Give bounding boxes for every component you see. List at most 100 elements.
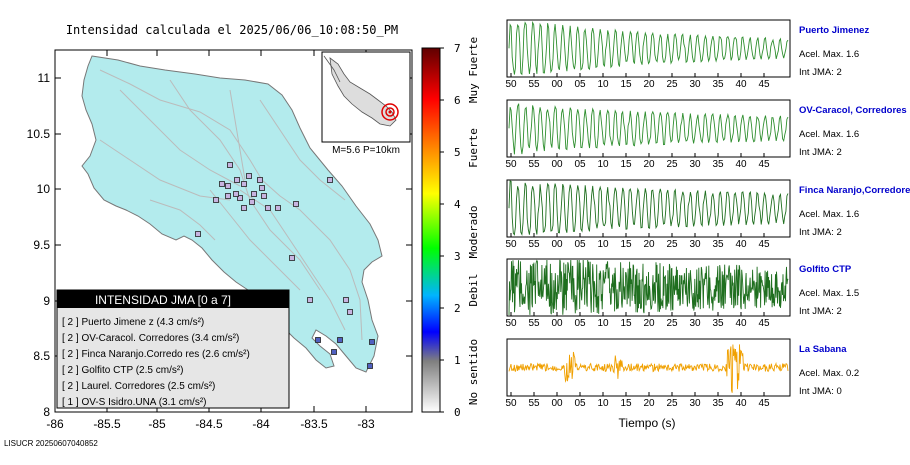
waveform-line xyxy=(508,344,789,393)
station-marker xyxy=(249,199,255,205)
time-tick-label: 40 xyxy=(735,79,747,90)
time-tick-label: 50 xyxy=(505,159,517,170)
time-tick-label: 15 xyxy=(620,398,632,409)
time-tick-label: 20 xyxy=(643,318,655,329)
time-tick-label: 15 xyxy=(620,79,632,90)
seismogram-panels: 50 55 00 05 10 15 20 25 30 35 40 45 Puerto Jimenez Ac… xyxy=(505,19,910,409)
station-marker xyxy=(225,183,231,189)
colorbar-category-label: Debil xyxy=(467,273,480,306)
station-marker xyxy=(251,191,257,197)
station-marker xyxy=(265,205,271,211)
lon-tick-label: -84.5 xyxy=(195,417,223,431)
station-marker xyxy=(259,185,265,191)
colorbar-category-label: Fuerte xyxy=(467,128,480,168)
latitude-axis: 11 10.5 10 9.5 9 8.5 8 xyxy=(27,71,412,419)
road-line xyxy=(149,199,216,241)
figure-title: Intensidad calculada el 2025/06/06_10:08… xyxy=(66,23,398,37)
station-marker xyxy=(331,349,337,355)
station-marker xyxy=(307,297,313,303)
time-tick-label: 55 xyxy=(528,239,540,250)
time-tick-label: 40 xyxy=(735,239,747,250)
colorbar-ticks: 0 1 2 3 4 5 6 7 xyxy=(440,42,461,419)
legend-item: [ 2 ] OV-Caracol. Corredores (3.4 cm/s²) xyxy=(62,333,239,344)
station-marker xyxy=(367,363,373,369)
road-line xyxy=(209,189,301,291)
time-tick-label: 05 xyxy=(574,159,586,170)
legend-item: [ 2 ] Golfito CTP (2.5 cm/s²) xyxy=(62,365,184,376)
station-marker xyxy=(289,255,295,261)
time-tick-label: 50 xyxy=(505,318,517,329)
time-tick-label: 50 xyxy=(505,79,517,90)
station-marker xyxy=(369,339,375,345)
station-name: Puerto Jimenez xyxy=(799,25,869,36)
time-tick-label: 50 xyxy=(505,398,517,409)
inset-map: M=5.6 P=10km xyxy=(321,51,411,156)
time-tick-label: 05 xyxy=(574,239,586,250)
time-tick-label: 15 xyxy=(620,239,632,250)
lat-tick-label: 11 xyxy=(38,71,51,85)
time-tick-label: 25 xyxy=(666,239,678,250)
station-marker xyxy=(237,195,243,201)
time-tick-label: 20 xyxy=(643,159,655,170)
intensity-legend: INTENSIDAD JMA [0 a 7] [ 2 ] Puerto Jime… xyxy=(56,289,290,409)
waveform-line xyxy=(508,259,789,316)
station-jma: Int JMA: 2 xyxy=(799,147,842,158)
lat-tick-label: 8 xyxy=(43,405,50,419)
legend-item: [ 2 ] Puerto Jimene z (4.3 cm/s²) xyxy=(62,317,204,328)
epicenter-icon xyxy=(388,110,392,114)
station-marker xyxy=(246,173,252,179)
road-line xyxy=(229,89,246,181)
time-tick-label: 00 xyxy=(551,239,563,250)
time-tick-label: 55 xyxy=(528,79,540,90)
lon-tick-label: -83 xyxy=(357,417,375,431)
time-tick-label: 45 xyxy=(758,159,770,170)
legend-item: [ 1 ] OV-S Isidro.UNA (3.1 cm/s²) xyxy=(62,397,206,408)
time-tick-label: 35 xyxy=(712,159,724,170)
time-tick-label: 05 xyxy=(574,318,586,329)
panel-frame xyxy=(506,99,791,158)
colorbar-tick-label: 5 xyxy=(454,146,461,159)
station-marker xyxy=(213,197,219,203)
station-marker xyxy=(337,337,343,343)
time-tick-label: 15 xyxy=(620,318,632,329)
colorbar-labels: No sentido Debil Moderado Fuerte Muy Fuerte xyxy=(467,37,480,405)
time-tick-label: 30 xyxy=(689,318,701,329)
lat-tick-label: 8.5 xyxy=(33,349,50,363)
colorbar-tick-label: 7 xyxy=(454,42,461,55)
colorbar-tick-label: 3 xyxy=(454,250,461,263)
time-axis-label: Tiempo (s) xyxy=(619,416,676,430)
time-tick-label: 30 xyxy=(689,159,701,170)
road-line xyxy=(99,139,231,201)
time-tick-label: 30 xyxy=(689,79,701,90)
panel-frame xyxy=(506,179,791,238)
station-marker xyxy=(219,181,225,187)
time-tick-label: 35 xyxy=(712,239,724,250)
seismogram-panel: 50 55 00 05 10 15 20 25 30 35 40 45 La Sabana Acel. M… xyxy=(505,338,859,409)
station-accel: Acel. Max. 0.2 xyxy=(799,368,859,379)
time-tick-label: 20 xyxy=(643,239,655,250)
time-tick-label: 20 xyxy=(643,79,655,90)
station-markers xyxy=(195,162,375,369)
station-marker xyxy=(257,177,263,183)
lon-tick-label: -86 xyxy=(46,417,64,431)
time-tick-label: 40 xyxy=(735,318,747,329)
time-tick-label: 05 xyxy=(574,398,586,409)
time-tick-label: 25 xyxy=(666,79,678,90)
time-tick-label: 25 xyxy=(666,398,678,409)
station-name: Golfito CTP xyxy=(799,264,852,275)
time-tick-label: 45 xyxy=(758,318,770,329)
intensity-colorbar: 0 1 2 3 4 5 6 7 No sentido Debil Moderado Fuerte Mu… xyxy=(421,37,480,419)
time-tick-label: 45 xyxy=(758,239,770,250)
station-name: Finca Naranjo,Corredores xyxy=(799,185,910,196)
station-jma: Int JMA: 0 xyxy=(799,386,842,397)
waveform-line xyxy=(508,103,789,155)
lat-tick-label: 10 xyxy=(37,182,51,196)
inset-coast xyxy=(323,55,341,83)
time-tick-label: 10 xyxy=(597,398,609,409)
time-tick-label: 00 xyxy=(551,398,563,409)
colorbar-category-label: No sentido xyxy=(467,339,480,405)
station-accel: Acel. Max. 1.6 xyxy=(799,49,859,60)
lat-tick-label: 9 xyxy=(43,294,50,308)
station-marker xyxy=(261,193,267,199)
